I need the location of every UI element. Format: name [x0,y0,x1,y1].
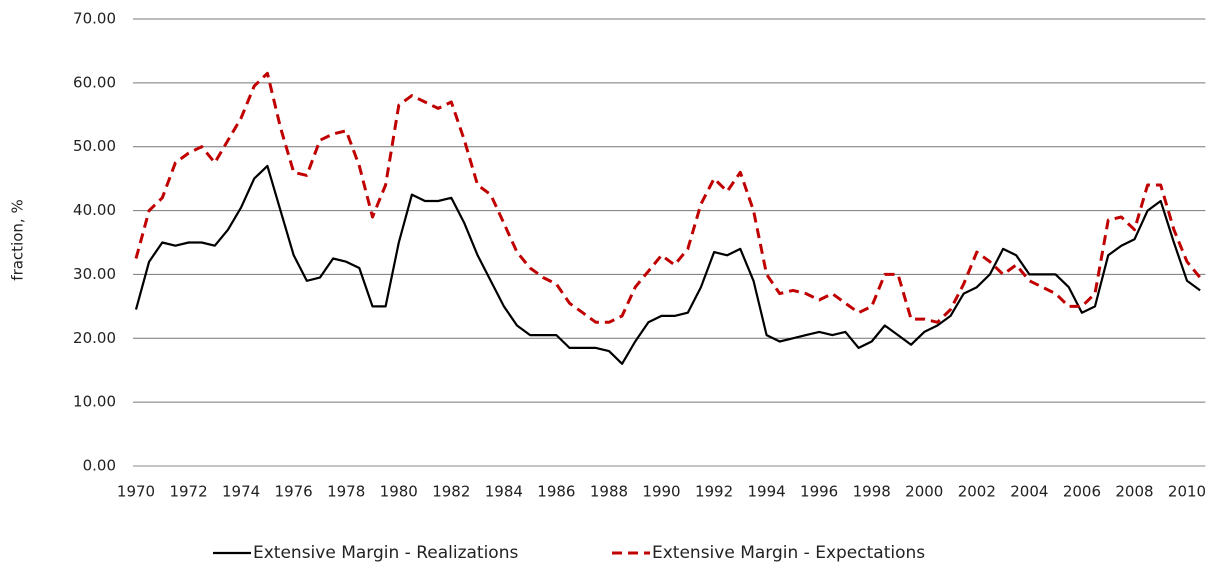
series-line [134,164,1201,365]
legend-text: Extensive Margin - Expectations [652,543,925,563]
x-tick-label: 1984 [485,483,523,501]
y-tick-label: 0.00 [83,457,116,475]
x-tick-label: 1978 [327,483,365,501]
y-tick-label: 40.00 [73,201,116,219]
x-tick-label: 1972 [169,483,207,501]
x-tick-label: 1992 [695,483,733,501]
legend-text: Extensive Margin - Realizations [253,543,518,563]
x-tick-label: 1986 [537,483,575,501]
x-tick-label: 2000 [905,483,943,501]
x-tick-label: 1970 [117,483,155,501]
y-tick-label: 70.00 [73,10,116,28]
x-tick-label: 1990 [642,483,680,501]
x-tick-label: 2010 [1168,483,1206,501]
x-tick-label: 1980 [380,483,418,501]
x-tick-label: 1988 [590,483,628,501]
y-tick-label: 50.00 [73,137,116,155]
y-tick-label: 30.00 [73,265,116,283]
series-line [134,71,1202,324]
x-tick-label: 1974 [222,483,260,501]
y-tick-label: 10.00 [73,393,116,411]
x-tick-label: 1998 [853,483,891,501]
y-axis-label: fraction, % [9,199,27,280]
x-tick-label: 2008 [1115,483,1153,501]
x-tick-label: 1994 [748,483,786,501]
x-tick-label: 1982 [432,483,470,501]
x-tick-label: 2002 [958,483,996,501]
x-tick-label: 2006 [1063,483,1101,501]
x-tick-label: 2004 [1010,483,1048,501]
y-tick-label: 20.00 [73,329,116,347]
y-tick-label: 60.00 [73,73,116,91]
x-tick-label: 1996 [800,483,838,501]
x-tick-label: 1976 [275,483,313,501]
